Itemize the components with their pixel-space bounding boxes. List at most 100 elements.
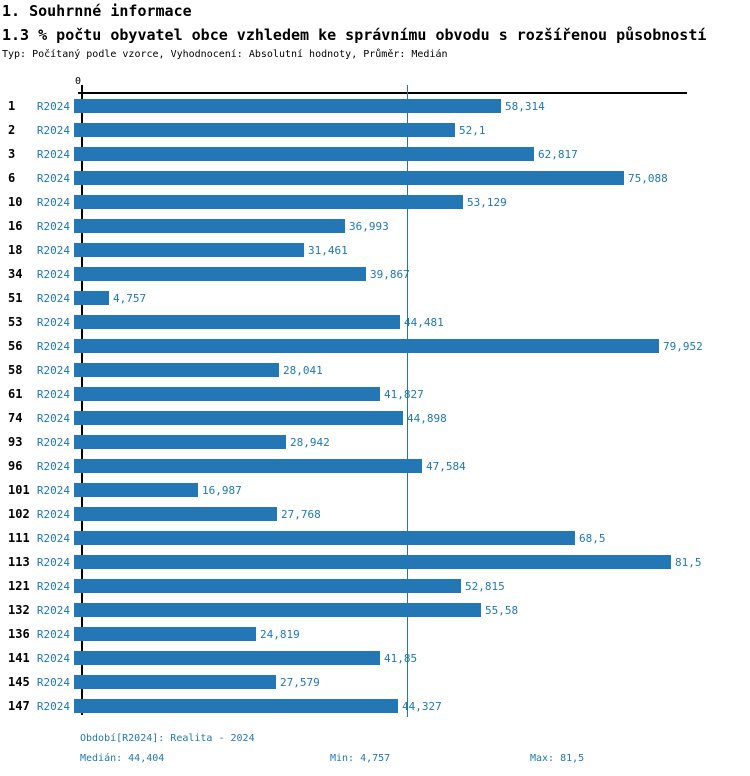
bar-chart: 1 R2024 58,314 2 R2024 52,1 3 R2024 62,8… xyxy=(0,94,750,718)
row-category-label: 1 xyxy=(8,99,16,113)
bar xyxy=(74,651,380,665)
bar xyxy=(74,435,286,449)
bar-track: 39,867 xyxy=(74,262,750,286)
bar-track: 44,898 xyxy=(74,406,750,430)
bar-value-label: 81,5 xyxy=(675,555,702,569)
bar xyxy=(74,699,398,713)
bar xyxy=(74,195,463,209)
row-series-label: R2024 xyxy=(36,243,70,257)
chart-subtitle: Typ: Počítaný podle vzorce, Vyhodnocení:… xyxy=(2,49,448,60)
chart-row: 18 R2024 31,461 xyxy=(0,238,750,262)
bar-value-label: 52,1 xyxy=(459,123,486,137)
row-category-label: 132 xyxy=(8,603,30,617)
bar-value-label: 58,314 xyxy=(505,99,545,113)
bar xyxy=(74,99,501,113)
bar-track: 24,819 xyxy=(74,622,750,646)
footer-period: Období[R2024]: Realita - 2024 xyxy=(80,733,255,744)
bar xyxy=(74,459,422,473)
chart-row: 102 R2024 27,768 xyxy=(0,502,750,526)
row-category-label: 16 xyxy=(8,219,23,233)
bar-value-label: 41,827 xyxy=(384,387,424,401)
section-title: 1. Souhrnné informace xyxy=(2,2,192,20)
bar xyxy=(74,363,279,377)
row-category-label: 10 xyxy=(8,195,23,209)
bar-value-label: 47,584 xyxy=(426,459,466,473)
chart-row: 113 R2024 81,5 xyxy=(0,550,750,574)
row-series-label: R2024 xyxy=(36,123,70,137)
chart-row: 56 R2024 79,952 xyxy=(0,334,750,358)
row-series-label: R2024 xyxy=(36,315,70,329)
bar-value-label: 79,952 xyxy=(663,339,703,353)
bar xyxy=(74,603,481,617)
row-category-label: 2 xyxy=(8,123,16,137)
row-series-label: R2024 xyxy=(36,267,70,281)
chart-row: 3 R2024 62,817 xyxy=(0,142,750,166)
bar-track: 81,5 xyxy=(74,550,750,574)
x-axis-line xyxy=(78,92,687,94)
bar xyxy=(74,507,277,521)
bar xyxy=(74,339,659,353)
bar-track: 16,987 xyxy=(74,478,750,502)
bar-track: 79,952 xyxy=(74,334,750,358)
bar-track: 55,58 xyxy=(74,598,750,622)
bar-track: 52,815 xyxy=(74,574,750,598)
bar-track: 41,85 xyxy=(74,646,750,670)
bar-value-label: 28,041 xyxy=(283,363,323,377)
bar xyxy=(74,123,455,137)
bar-value-label: 16,987 xyxy=(202,483,242,497)
row-category-label: 145 xyxy=(8,675,30,689)
chart-row: 34 R2024 39,867 xyxy=(0,262,750,286)
row-series-label: R2024 xyxy=(36,507,70,521)
footer-max: Max: 81,5 xyxy=(530,753,585,764)
row-category-label: 101 xyxy=(8,483,30,497)
bar xyxy=(74,243,304,257)
bar-track: 28,041 xyxy=(74,358,750,382)
bar-track: 27,579 xyxy=(74,670,750,694)
bar-track: 68,5 xyxy=(74,526,750,550)
chart-row: 2 R2024 52,1 xyxy=(0,118,750,142)
chart-row: 121 R2024 52,815 xyxy=(0,574,750,598)
row-series-label: R2024 xyxy=(36,99,70,113)
chart-row: 6 R2024 75,088 xyxy=(0,166,750,190)
chart-row: 101 R2024 16,987 xyxy=(0,478,750,502)
bar xyxy=(74,531,575,545)
footer-median: Medián: 44,404 xyxy=(80,753,165,764)
bar xyxy=(74,555,671,569)
row-series-label: R2024 xyxy=(36,411,70,425)
bar-track: 58,314 xyxy=(74,94,750,118)
bar xyxy=(74,579,461,593)
bar-value-label: 52,815 xyxy=(465,579,505,593)
row-series-label: R2024 xyxy=(36,171,70,185)
bar-track: 62,817 xyxy=(74,142,750,166)
bar xyxy=(74,675,276,689)
row-series-label: R2024 xyxy=(36,699,70,713)
row-category-label: 51 xyxy=(8,291,23,305)
bar-value-label: 44,327 xyxy=(402,699,442,713)
bar-track: 47,584 xyxy=(74,454,750,478)
footer-min: Min: 4,757 xyxy=(330,753,391,764)
bar-value-label: 68,5 xyxy=(579,531,606,545)
bar-value-label: 28,942 xyxy=(290,435,330,449)
row-category-label: 121 xyxy=(8,579,30,593)
bar-track: 4,757 xyxy=(74,286,750,310)
bar-value-label: 44,481 xyxy=(404,315,444,329)
bar xyxy=(74,291,109,305)
bar-track: 27,768 xyxy=(74,502,750,526)
row-series-label: R2024 xyxy=(36,579,70,593)
bar-track: 44,327 xyxy=(74,694,750,718)
bar-track: 44,481 xyxy=(74,310,750,334)
chart-row: 1 R2024 58,314 xyxy=(0,94,750,118)
row-category-label: 34 xyxy=(8,267,23,281)
bar-value-label: 27,579 xyxy=(280,675,320,689)
chart-row: 93 R2024 28,942 xyxy=(0,430,750,454)
row-category-label: 6 xyxy=(8,171,16,185)
row-series-label: R2024 xyxy=(36,435,70,449)
bar-value-label: 55,58 xyxy=(485,603,519,617)
bar xyxy=(74,387,380,401)
chart-row: 16 R2024 36,993 xyxy=(0,214,750,238)
row-category-label: 93 xyxy=(8,435,23,449)
row-category-label: 61 xyxy=(8,387,23,401)
axis-zero-label: 0 xyxy=(75,76,82,87)
row-series-label: R2024 xyxy=(36,387,70,401)
